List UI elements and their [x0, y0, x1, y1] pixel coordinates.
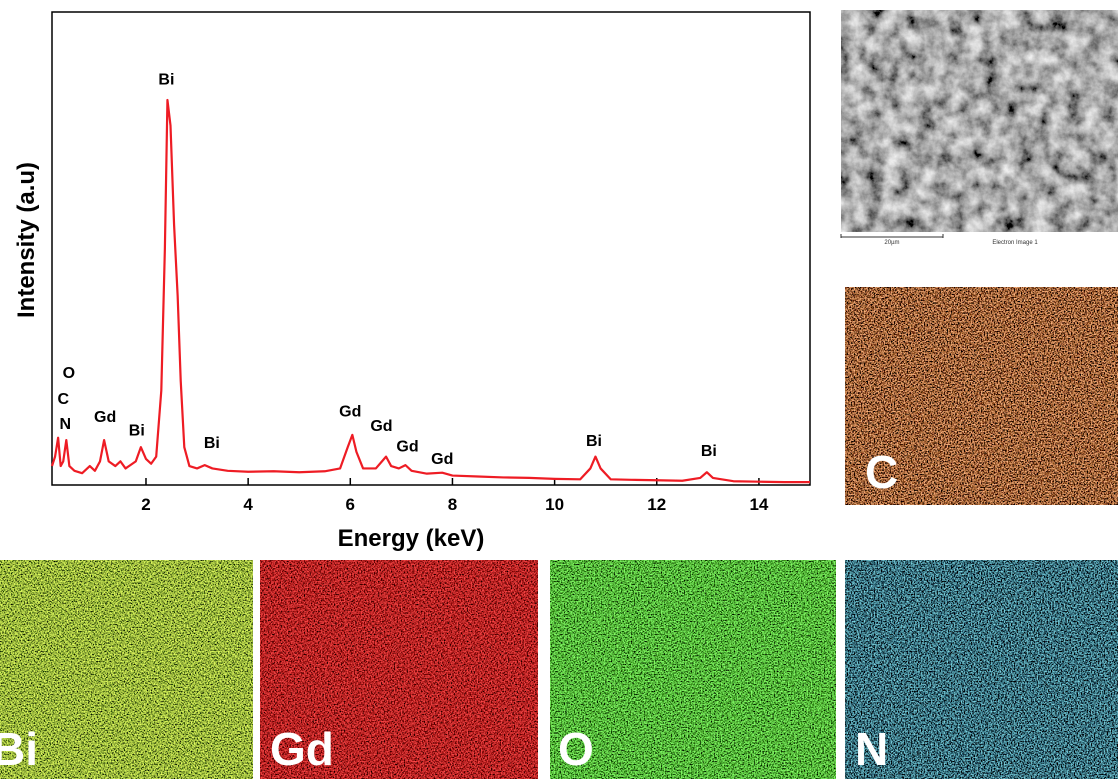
peak-label: Bi: [129, 422, 145, 439]
peak-label: Bi: [701, 443, 717, 460]
peak-label: Bi: [586, 433, 602, 450]
map-label: N: [855, 723, 888, 775]
x-tick-label: 8: [448, 495, 457, 514]
x-tick-label: 6: [346, 495, 355, 514]
peak-label: Bi: [158, 71, 174, 88]
spectrum-chart: Energy (keV) Intensity (a.u) 2 4 6 8 10 12 14 B…: [13, 12, 810, 552]
peak-label: O: [63, 365, 75, 382]
scale-bar-label: 20µm: [884, 240, 899, 246]
peak-label: Gd: [94, 409, 116, 426]
x-tick-label: 14: [749, 495, 768, 514]
x-tick-label: 2: [141, 495, 150, 514]
peak-label: N: [59, 416, 71, 433]
x-tick-label: 12: [647, 495, 666, 514]
map-label: C: [865, 446, 898, 498]
image-caption: Electron Image 1: [992, 240, 1038, 246]
x-axis-label: Energy (keV): [338, 525, 485, 552]
figure: 20µm Electron Image 1 C Bi Gd O N Energy…: [0, 0, 1118, 779]
sem-image: [841, 10, 1118, 232]
map-label: Bi: [0, 723, 38, 775]
peak-label: Gd: [370, 418, 392, 435]
map-label: Gd: [270, 723, 334, 775]
x-tick-label: 4: [243, 495, 253, 514]
peak-label: Gd: [339, 403, 361, 420]
peak-label: C: [57, 391, 69, 408]
peak-label: Gd: [431, 451, 453, 468]
peak-label: Bi: [204, 435, 220, 452]
map-label: O: [558, 723, 594, 775]
x-tick-label: 10: [545, 495, 564, 514]
y-axis-label: Intensity (a.u): [13, 162, 40, 318]
peak-label: Gd: [396, 438, 418, 455]
